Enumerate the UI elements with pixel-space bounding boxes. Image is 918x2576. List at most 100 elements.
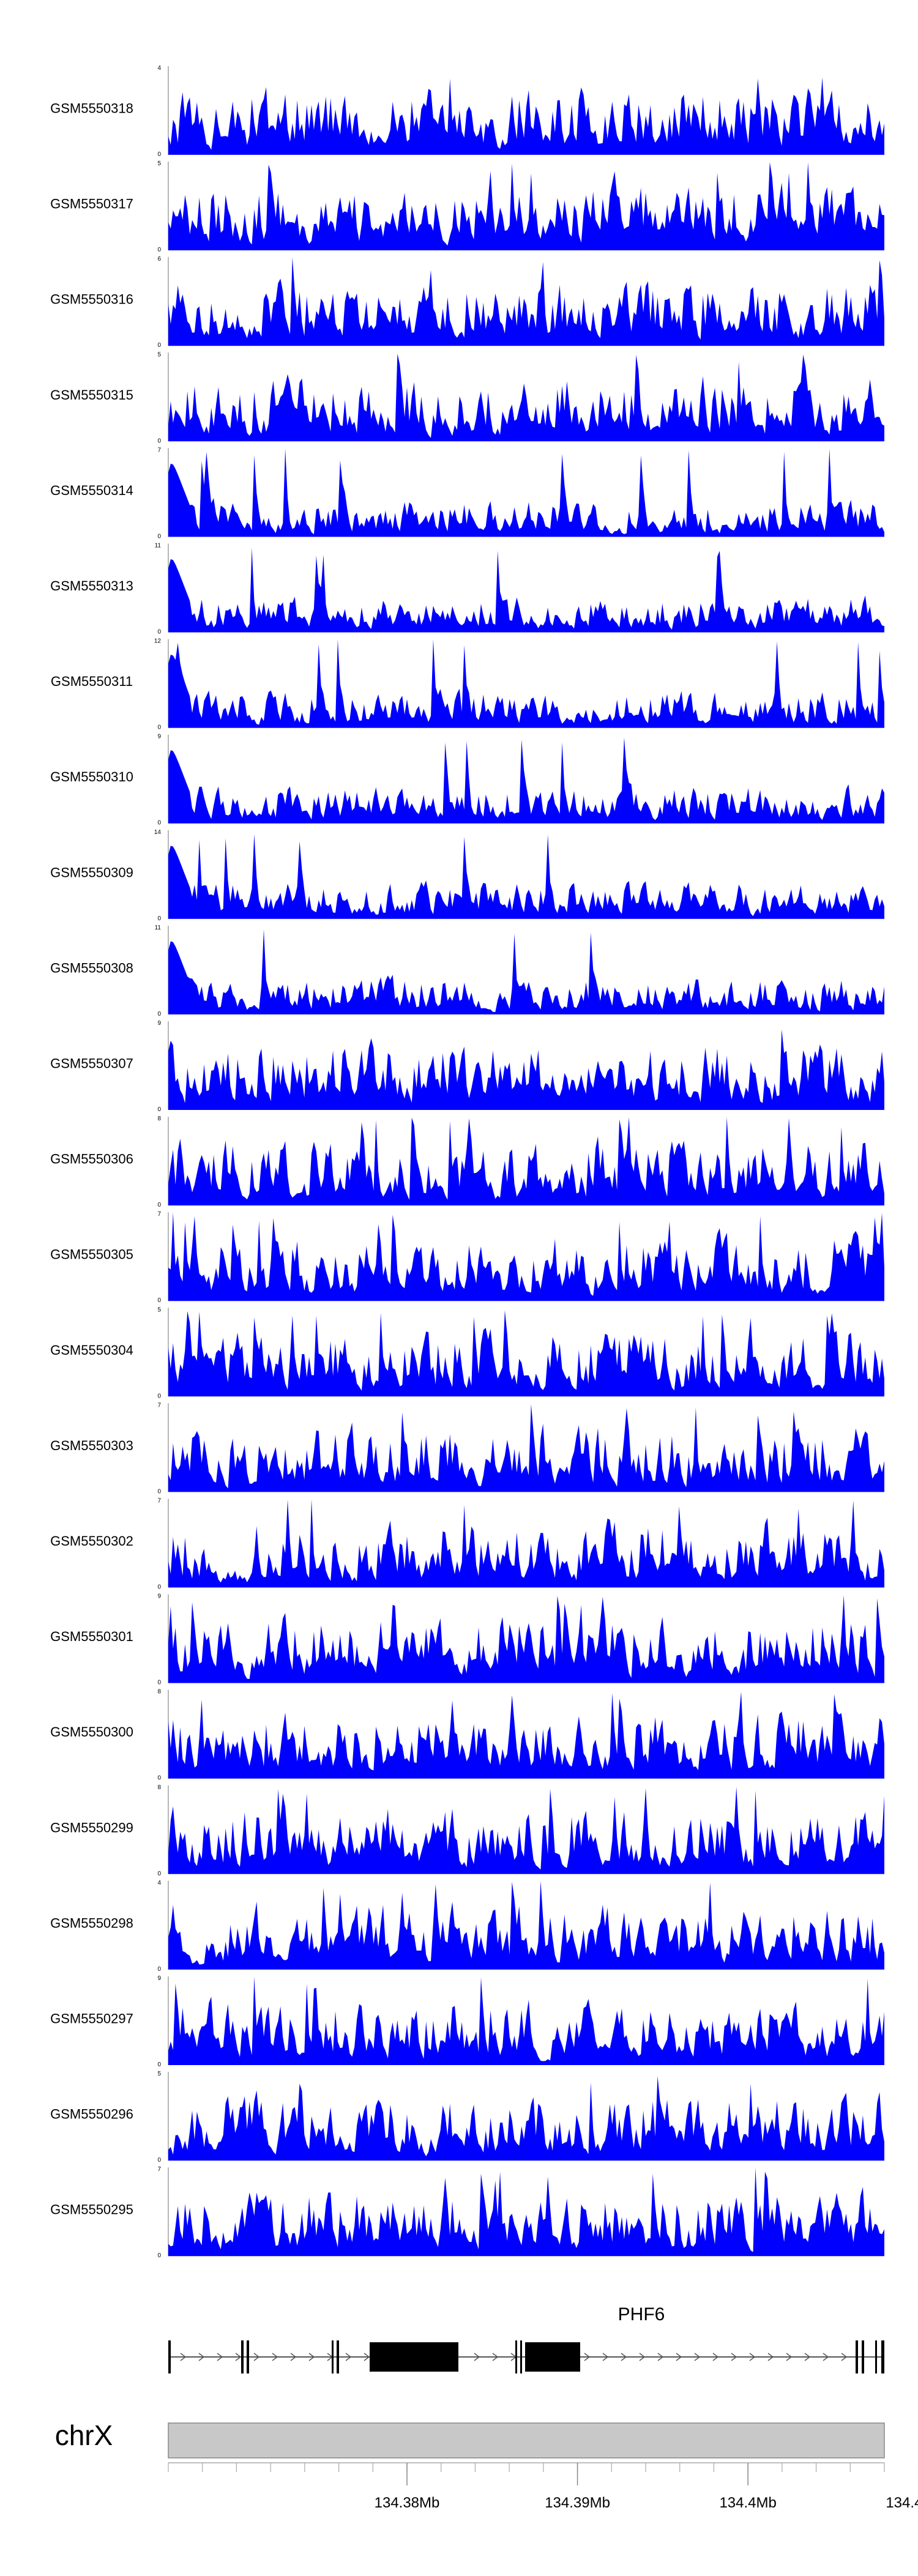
strand-arrow bbox=[712, 2353, 719, 2361]
coverage-area bbox=[168, 639, 884, 728]
track-ymax-label: 11 bbox=[155, 543, 162, 549]
track-label: GSM5550297 bbox=[50, 2011, 133, 2027]
track-ymax-label: 8 bbox=[157, 1689, 161, 1696]
track-ymax-label: 7 bbox=[157, 1402, 161, 1409]
track-ymin-label: 0 bbox=[157, 2252, 161, 2259]
strand-arrow bbox=[253, 2353, 260, 2361]
track-ymax-label: 7 bbox=[157, 2166, 161, 2173]
track-label: GSM5550302 bbox=[50, 1533, 133, 1549]
coverage-area bbox=[168, 1976, 884, 2065]
coverage-track: GSM5550316 6 0 bbox=[50, 256, 884, 349]
coverage-track: GSM5550298 4 0 bbox=[50, 1880, 884, 1973]
coverage-track: GSM5550309 14 0 bbox=[50, 829, 884, 922]
coverage-track: GSM5550305 7 0 bbox=[50, 1211, 884, 1304]
track-label: GSM5550309 bbox=[50, 865, 133, 880]
coverage-track: GSM5550301 9 0 bbox=[50, 1593, 884, 1686]
track-ymin-label: 0 bbox=[157, 533, 161, 540]
coverage-area bbox=[168, 737, 884, 824]
track-label: GSM5550317 bbox=[50, 196, 133, 212]
chromosome-ideogram-track: chrX bbox=[55, 2419, 885, 2459]
track-ymax-label: 9 bbox=[157, 734, 161, 740]
track-ymax-label: 8 bbox=[157, 1115, 161, 1122]
track-label: GSM5550299 bbox=[50, 1820, 133, 1835]
coverage-track: GSM5550302 7 0 bbox=[50, 1498, 884, 1591]
strand-arrow bbox=[217, 2353, 223, 2361]
track-label: GSM5550308 bbox=[50, 960, 133, 975]
coverage-track: GSM5550313 11 0 bbox=[50, 543, 884, 636]
strand-arrow bbox=[364, 2353, 370, 2361]
coverage-tracks: GSM555031840GSM555031750GSM555031660GSM5… bbox=[50, 65, 884, 2259]
exon-block bbox=[332, 2340, 334, 2373]
strand-arrow bbox=[694, 2353, 701, 2361]
track-label: GSM5550310 bbox=[50, 769, 133, 784]
track-ymax-label: 9 bbox=[157, 1020, 161, 1027]
axis-tick-label: 134.41Mb bbox=[886, 2495, 918, 2511]
track-label: GSM5550318 bbox=[50, 101, 133, 116]
strand-arrow bbox=[786, 2353, 793, 2361]
coverage-track: GSM5550310 9 0 bbox=[50, 734, 884, 827]
track-ymin-label: 0 bbox=[157, 820, 161, 827]
track-ymax-label: 5 bbox=[157, 2071, 161, 2077]
track-ymax-label: 5 bbox=[157, 160, 161, 167]
track-ymax-label: 5 bbox=[157, 1306, 161, 1313]
coverage-area bbox=[168, 257, 884, 346]
strand-arrow bbox=[602, 2353, 609, 2361]
coverage-area bbox=[168, 1499, 884, 1588]
track-label: GSM5550305 bbox=[50, 1247, 133, 1262]
track-ymax-label: 8 bbox=[157, 1784, 161, 1791]
track-ymin-label: 0 bbox=[157, 1106, 161, 1113]
track-ymin-label: 0 bbox=[157, 1775, 161, 1782]
strand-arrow bbox=[345, 2353, 352, 2361]
track-ymax-label: 6 bbox=[157, 256, 161, 262]
strand-arrow bbox=[474, 2353, 480, 2361]
track-ymax-label: 7 bbox=[157, 1211, 161, 1218]
coverage-track: GSM5550296 5 0 bbox=[50, 2071, 884, 2164]
strand-arrow bbox=[290, 2353, 297, 2361]
axis-tick-label: 134.4Mb bbox=[719, 2495, 776, 2511]
coverage-area bbox=[168, 354, 884, 442]
coverage-track: GSM5550297 9 0 bbox=[50, 1975, 884, 2068]
exon-block bbox=[525, 2342, 580, 2372]
chromosome-ideogram-band bbox=[168, 2422, 885, 2459]
strand-arrow bbox=[804, 2353, 811, 2361]
intron-strand-arrows bbox=[180, 2353, 848, 2361]
strand-arrow bbox=[767, 2353, 774, 2361]
track-ymax-label: 9 bbox=[157, 1975, 161, 1982]
strand-arrow bbox=[584, 2353, 591, 2361]
track-ymin-label: 0 bbox=[157, 247, 161, 253]
track-label: GSM5550303 bbox=[50, 1438, 133, 1453]
coverage-track: GSM5550315 5 0 bbox=[50, 351, 884, 444]
track-ymin-label: 0 bbox=[157, 1966, 161, 1973]
track-ymax-label: 7 bbox=[157, 1498, 161, 1505]
axis-tick-label: 134.38Mb bbox=[375, 2495, 440, 2511]
track-label: GSM5550313 bbox=[50, 578, 133, 594]
exon-block bbox=[515, 2340, 517, 2373]
coverage-area bbox=[168, 1787, 884, 1874]
track-label: GSM5550295 bbox=[50, 2202, 133, 2217]
coverage-track: GSM5550304 5 0 bbox=[50, 1306, 884, 1399]
coverage-area bbox=[168, 1691, 884, 1779]
strand-arrow bbox=[308, 2353, 315, 2361]
coverage-track: GSM5550318 4 0 bbox=[50, 65, 884, 158]
track-ymin-label: 0 bbox=[157, 1202, 161, 1208]
track-label: GSM5550307 bbox=[50, 1056, 133, 1071]
track-label: GSM5550304 bbox=[50, 1342, 133, 1358]
track-ymax-label: 11 bbox=[155, 925, 162, 931]
track-ymax-label: 12 bbox=[154, 638, 162, 645]
track-ymax-label: 9 bbox=[157, 1593, 161, 1600]
strand-arrow bbox=[198, 2353, 205, 2361]
strand-arrow bbox=[731, 2353, 737, 2361]
coverage-area bbox=[168, 2167, 884, 2257]
track-label: GSM5550314 bbox=[50, 483, 133, 498]
track-ymin-label: 0 bbox=[157, 915, 161, 922]
strand-arrow bbox=[841, 2353, 848, 2361]
chromosome-label: chrX bbox=[55, 2419, 113, 2451]
coverage-area bbox=[168, 548, 884, 633]
track-ymin-label: 0 bbox=[157, 1011, 161, 1018]
strand-arrow bbox=[639, 2353, 646, 2361]
coverage-track: GSM5550295 7 0 bbox=[50, 2166, 884, 2259]
gene-annotation-track: PHF6 bbox=[168, 2304, 884, 2373]
exon-block bbox=[241, 2340, 244, 2373]
track-ymin-label: 0 bbox=[157, 1680, 161, 1686]
coverage-track: GSM5550317 5 0 bbox=[50, 160, 884, 253]
